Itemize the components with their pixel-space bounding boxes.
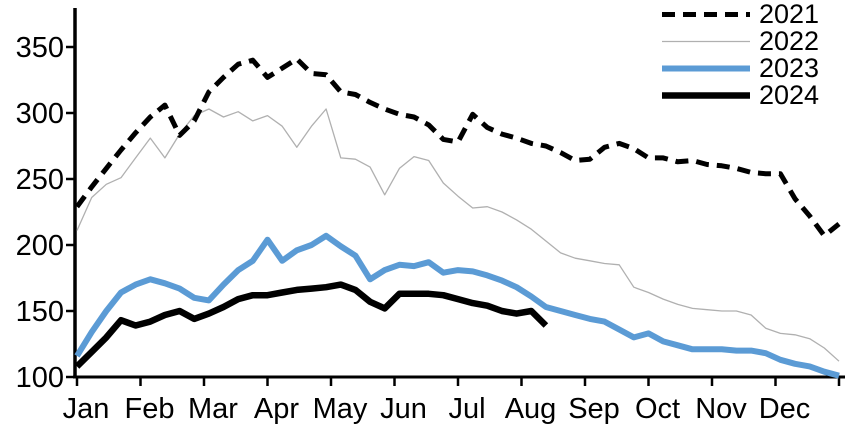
legend-swatch-2023: [660, 55, 752, 82]
legend-line-sample-2022: [662, 40, 750, 43]
y-axis-label: 350: [16, 32, 64, 64]
legend-item-2022: 2022: [660, 28, 819, 55]
legend-line-sample-2024: [662, 92, 750, 99]
x-axis-label: Sep: [568, 393, 620, 425]
y-axis-label: 250: [16, 164, 64, 196]
x-axis-label: Feb: [125, 393, 175, 425]
legend-swatch-2021: [660, 1, 752, 28]
x-axis-label: May: [313, 393, 368, 425]
series-line-2023: [74, 232, 840, 379]
legend-item-2023: 2023: [660, 55, 819, 82]
y-axis-label: 200: [16, 230, 64, 262]
x-axis-label: Jun: [380, 393, 427, 425]
legend-item-2024: 2024: [660, 82, 819, 109]
x-axis-label: Jul: [448, 393, 485, 425]
legend-label-2023: 2023: [759, 53, 820, 83]
legend-swatch-2024: [660, 82, 752, 109]
legend-swatch-2022: [660, 28, 752, 55]
legend-label-2024: 2024: [759, 80, 820, 110]
y-axis-label: 150: [16, 296, 64, 328]
y-axis-label: 300: [16, 98, 64, 130]
x-axis-label: Nov: [695, 393, 747, 425]
legend-label-2021: 2021: [759, 0, 820, 29]
legend-line-sample-2023: [662, 65, 750, 72]
series-line-2021: [74, 56, 841, 239]
legend-line-sample-2021: [662, 12, 750, 17]
x-axis-label: Apr: [254, 393, 299, 425]
series-line-2022: [76, 108, 840, 362]
x-axis-label: Aug: [505, 393, 557, 425]
x-axis-label: Mar: [188, 393, 238, 425]
legend: 2021 2022 2023 2024: [660, 1, 819, 109]
y-axis-label: 100: [16, 362, 64, 394]
x-axis-label: Dec: [759, 393, 811, 425]
legend-label-2022: 2022: [759, 26, 820, 56]
series-line-2024: [74, 281, 549, 369]
legend-item-2021: 2021: [660, 1, 819, 28]
x-axis-label: Oct: [635, 393, 680, 425]
x-axis-label: Jan: [63, 393, 110, 425]
